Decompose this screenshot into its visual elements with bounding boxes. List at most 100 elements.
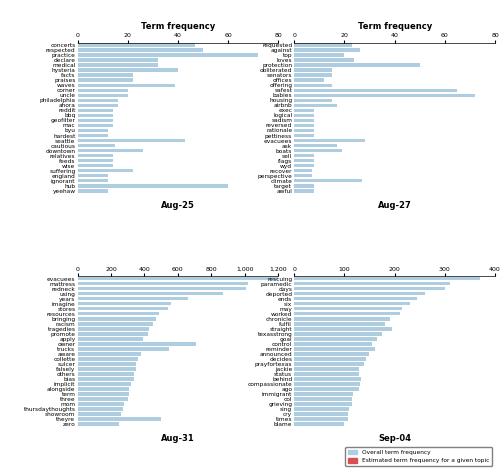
Bar xyxy=(78,277,282,280)
Bar xyxy=(294,149,337,152)
Bar xyxy=(78,402,124,406)
Bar xyxy=(294,139,364,142)
Bar xyxy=(294,377,360,381)
Bar xyxy=(294,124,314,128)
Bar xyxy=(78,109,112,112)
Bar xyxy=(294,124,314,128)
Bar xyxy=(78,169,132,173)
Bar xyxy=(294,159,314,163)
Bar xyxy=(78,417,161,421)
Bar xyxy=(78,43,196,47)
Bar xyxy=(294,104,337,107)
Bar xyxy=(294,169,312,173)
Bar xyxy=(78,407,122,411)
Bar xyxy=(294,372,354,376)
Bar xyxy=(294,297,417,301)
Text: Aug-31: Aug-31 xyxy=(161,434,194,443)
Bar xyxy=(78,297,188,301)
Text: Aug-27: Aug-27 xyxy=(378,201,412,210)
Bar xyxy=(78,128,108,132)
Bar xyxy=(294,104,337,107)
Bar xyxy=(294,277,460,280)
Bar xyxy=(294,322,384,326)
Bar xyxy=(294,189,314,192)
Bar xyxy=(78,362,136,365)
Bar xyxy=(78,139,186,142)
Bar xyxy=(294,54,344,57)
Bar xyxy=(294,159,314,163)
Bar xyxy=(294,372,358,376)
Bar xyxy=(78,287,246,291)
Bar xyxy=(78,377,134,381)
Bar xyxy=(294,407,350,411)
Bar xyxy=(78,58,158,62)
Bar xyxy=(78,282,248,285)
Text: Sep-04: Sep-04 xyxy=(378,434,411,443)
Bar xyxy=(78,412,121,416)
Bar xyxy=(294,89,424,92)
Bar xyxy=(78,342,196,346)
Bar xyxy=(294,287,445,291)
Bar xyxy=(78,118,112,122)
Bar xyxy=(294,149,342,152)
Bar xyxy=(78,397,128,401)
Bar xyxy=(78,377,134,381)
Bar xyxy=(294,287,424,291)
Bar xyxy=(78,317,156,320)
Bar xyxy=(294,302,410,305)
Bar xyxy=(294,93,432,97)
Bar xyxy=(78,99,118,102)
Bar xyxy=(78,164,112,167)
Bar xyxy=(78,292,223,295)
Bar xyxy=(78,347,170,351)
Bar xyxy=(294,422,344,426)
Bar xyxy=(78,179,108,182)
Bar xyxy=(294,392,350,396)
Bar xyxy=(294,73,332,77)
Bar xyxy=(294,347,368,351)
Bar xyxy=(78,184,228,188)
Bar xyxy=(294,332,382,336)
Bar xyxy=(294,54,344,57)
Legend: Overall term frequency, Estimated term frequency for a given topic: Overall term frequency, Estimated term f… xyxy=(346,447,492,466)
Bar xyxy=(294,307,394,310)
Bar xyxy=(78,159,112,163)
Bar xyxy=(78,397,128,401)
Bar xyxy=(294,144,337,147)
Bar xyxy=(294,382,360,386)
Bar xyxy=(294,277,480,280)
Bar xyxy=(78,392,130,396)
Bar xyxy=(294,397,348,401)
Bar xyxy=(294,317,387,320)
Title: Term frequency: Term frequency xyxy=(358,22,432,31)
Bar xyxy=(294,139,350,142)
Bar xyxy=(78,154,112,157)
Bar xyxy=(78,64,158,67)
Bar xyxy=(78,68,178,72)
Bar xyxy=(294,179,350,182)
Bar xyxy=(78,297,188,301)
Bar xyxy=(78,134,108,137)
Bar xyxy=(78,277,282,280)
Bar xyxy=(294,128,314,132)
Bar xyxy=(78,307,168,310)
Bar xyxy=(78,139,186,142)
Bar xyxy=(294,342,368,346)
Bar xyxy=(294,189,314,192)
Bar xyxy=(294,367,354,371)
Bar xyxy=(294,397,352,401)
Bar xyxy=(78,179,108,182)
Bar xyxy=(294,154,314,157)
Bar xyxy=(78,302,171,305)
Bar xyxy=(78,83,176,87)
Bar xyxy=(78,282,248,285)
Bar xyxy=(78,149,142,152)
Bar xyxy=(294,109,314,112)
Bar xyxy=(78,362,136,365)
Bar xyxy=(294,302,402,305)
Bar xyxy=(78,417,161,421)
Bar xyxy=(294,58,354,62)
Bar xyxy=(294,184,314,188)
Bar xyxy=(78,312,160,316)
Bar xyxy=(78,149,142,152)
